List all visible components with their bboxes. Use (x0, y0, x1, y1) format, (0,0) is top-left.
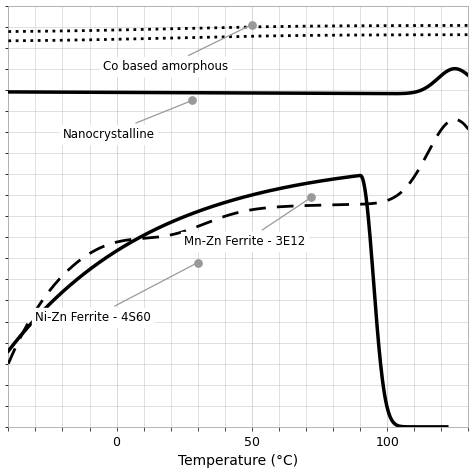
Point (308, 193, 315, 201)
Point (189, 97, 196, 104)
Point (248, 21, 255, 28)
Text: Co based amorphous: Co based amorphous (103, 26, 249, 73)
X-axis label: Temperature (°C): Temperature (°C) (178, 455, 299, 468)
Text: Nanocrystalline: Nanocrystalline (63, 101, 190, 141)
Text: Mn-Zn Ferrite - 3E12: Mn-Zn Ferrite - 3E12 (184, 199, 309, 248)
Text: Ni-Zn Ferrite - 4S60: Ni-Zn Ferrite - 4S60 (36, 264, 195, 324)
Point (194, 259, 201, 266)
